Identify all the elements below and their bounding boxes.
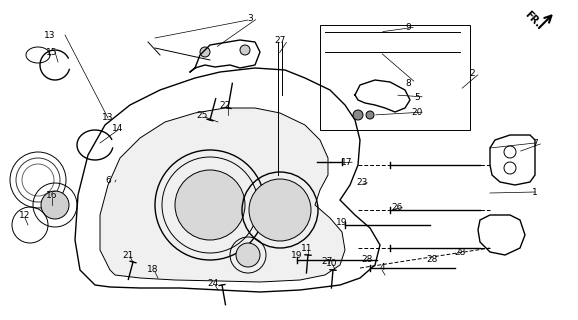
Text: 25: 25 (197, 110, 208, 119)
Text: 2: 2 (469, 68, 475, 77)
Text: 13: 13 (102, 113, 114, 122)
Circle shape (366, 111, 374, 119)
Text: 15: 15 (46, 47, 58, 57)
Text: 18: 18 (147, 266, 159, 275)
Text: 1: 1 (532, 188, 538, 196)
Text: 10: 10 (326, 260, 338, 268)
Text: FR.: FR. (523, 9, 543, 29)
Circle shape (240, 45, 250, 55)
Circle shape (175, 170, 245, 240)
Text: 4: 4 (379, 263, 385, 273)
Text: 26: 26 (391, 203, 403, 212)
Text: 12: 12 (19, 211, 31, 220)
Text: 28: 28 (361, 254, 373, 263)
Text: 27: 27 (275, 36, 286, 44)
Text: 20: 20 (412, 108, 423, 116)
Text: 11: 11 (301, 244, 313, 252)
Text: 13: 13 (45, 30, 55, 39)
Text: 16: 16 (46, 190, 58, 199)
Text: 9: 9 (405, 22, 411, 31)
Text: 3: 3 (247, 13, 253, 22)
Circle shape (200, 47, 210, 57)
Circle shape (249, 179, 311, 241)
Text: 19: 19 (291, 251, 303, 260)
Text: 27: 27 (321, 258, 333, 267)
Polygon shape (100, 108, 345, 282)
Text: 22: 22 (220, 100, 231, 109)
Bar (320, 25, 470, 130)
Text: 24: 24 (208, 278, 218, 287)
Text: 28: 28 (427, 254, 438, 263)
Circle shape (41, 191, 69, 219)
Text: 17: 17 (341, 157, 353, 166)
Text: 7: 7 (532, 139, 538, 148)
Text: 19: 19 (336, 218, 348, 227)
Text: 21: 21 (123, 251, 134, 260)
Circle shape (236, 243, 260, 267)
Text: 14: 14 (112, 124, 124, 132)
Text: 8: 8 (405, 78, 411, 87)
Text: 28: 28 (454, 247, 466, 257)
Circle shape (353, 110, 363, 120)
Text: 6: 6 (105, 175, 111, 185)
Text: 5: 5 (414, 92, 420, 101)
Text: 23: 23 (356, 178, 368, 187)
